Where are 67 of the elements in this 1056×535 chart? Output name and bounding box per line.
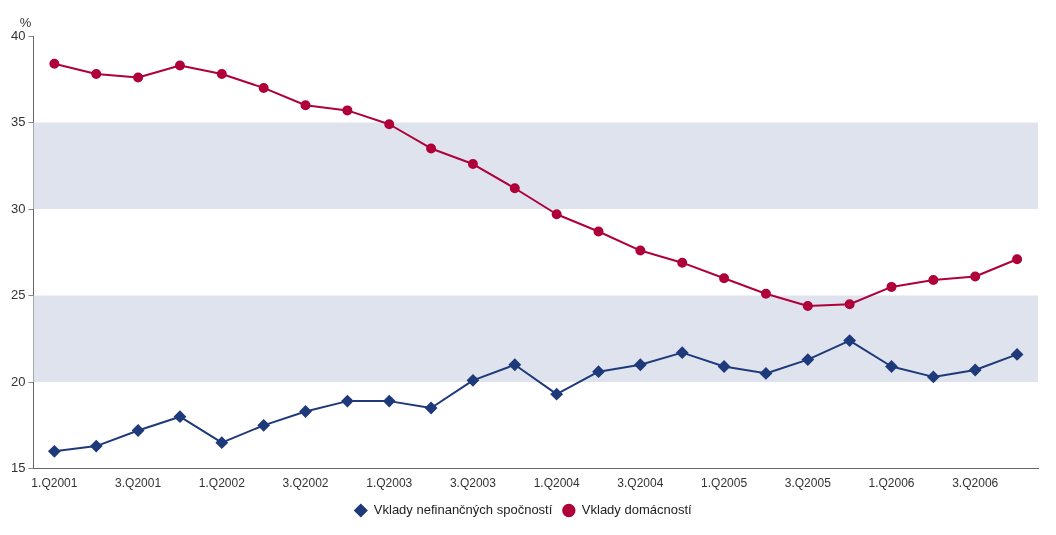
point (551, 209, 562, 220)
x-tick-label: 1.Q2005 (701, 476, 748, 491)
point (886, 281, 897, 292)
point (132, 424, 145, 437)
x-tick-label: 1.Q2006 (868, 476, 915, 491)
point (885, 360, 898, 373)
point (969, 363, 982, 376)
point (677, 257, 688, 268)
point (174, 60, 185, 71)
point (133, 72, 144, 83)
point (258, 82, 269, 93)
point (426, 143, 437, 154)
x-tick-label: 1.Q2003 (366, 476, 413, 491)
point (216, 69, 227, 80)
point (844, 299, 855, 310)
point (173, 410, 186, 423)
point (49, 58, 60, 69)
point (509, 183, 520, 194)
point (593, 226, 604, 237)
point (760, 288, 771, 299)
point (1012, 254, 1023, 265)
legend-label: Vklady domácností (581, 502, 693, 518)
point (759, 367, 772, 380)
x-tick-label: 3.Q2005 (784, 476, 832, 491)
point (550, 388, 563, 401)
x-tick-label: 3.Q2003 (449, 476, 497, 491)
point (299, 405, 312, 418)
point (718, 360, 731, 373)
point (802, 300, 813, 311)
point (843, 334, 856, 347)
point (425, 402, 438, 415)
point (508, 358, 521, 371)
point (466, 374, 479, 387)
y-tick-label: 30 (10, 200, 26, 216)
point (341, 395, 354, 408)
point (91, 69, 102, 80)
point (215, 436, 228, 449)
point (635, 245, 646, 256)
point (383, 395, 396, 408)
point (467, 159, 478, 170)
x-tick-label: 3.Q2002 (282, 476, 329, 491)
x-tick-label: 1.Q2001 (31, 476, 78, 491)
x-tick-label: 1.Q2002 (198, 476, 246, 491)
point (801, 353, 814, 366)
y-tick-label: 20 (10, 373, 26, 389)
point (634, 358, 647, 371)
point (384, 119, 395, 130)
x-tick-label: 3.Q2006 (952, 476, 999, 491)
point (927, 370, 940, 383)
x-tick-label: 3.Q2004 (617, 476, 664, 491)
point (90, 440, 103, 453)
point (48, 445, 61, 458)
y-tick-label: 15 (10, 460, 26, 476)
point (1011, 348, 1024, 361)
point (300, 100, 311, 111)
point (592, 365, 605, 378)
y-tick-label: 35 (10, 114, 26, 130)
point (342, 105, 353, 116)
point (970, 271, 981, 282)
x-tick-label: 3.Q2001 (115, 476, 162, 491)
point (928, 274, 939, 285)
x-tick-label: 1.Q2004 (533, 476, 580, 491)
legend-label: Vklady nefinančných spočností (373, 502, 553, 518)
point (719, 273, 730, 284)
y-tick-label: 25 (10, 287, 26, 303)
point (257, 419, 270, 432)
point (676, 346, 689, 359)
